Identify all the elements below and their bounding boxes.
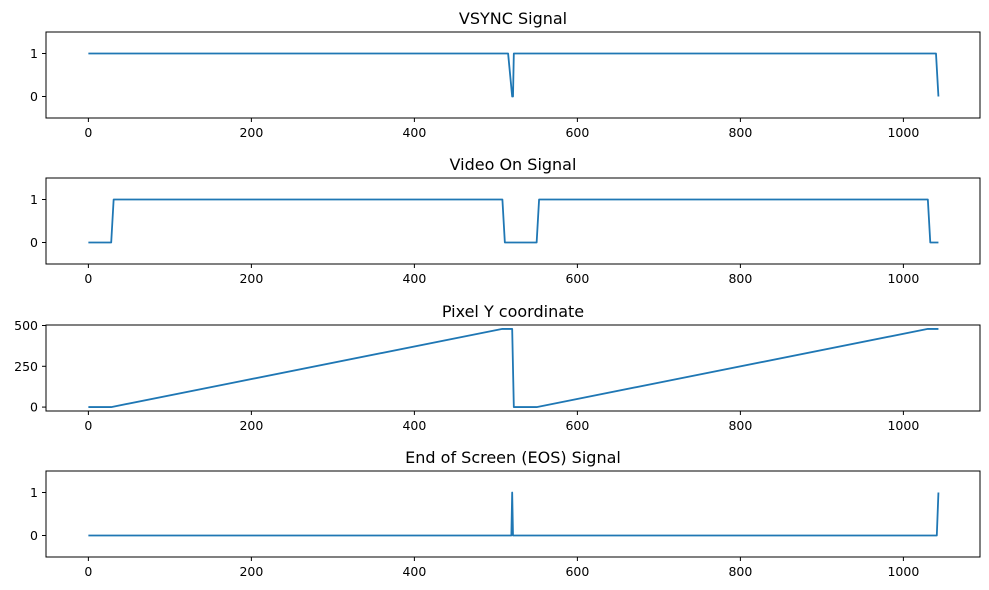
x-tick-label: 200 [239, 271, 263, 286]
x-tick-label: 400 [402, 271, 426, 286]
y-tick-label: 250 [14, 359, 38, 374]
axes-frame [45, 31, 981, 119]
x-tick-label: 200 [239, 564, 263, 579]
axes-frame [45, 324, 981, 412]
x-tick-label: 800 [728, 418, 752, 433]
series-line-3-1 [88, 328, 939, 408]
x-tick-label: 1000 [887, 271, 919, 286]
x-tick-label: 0 [84, 125, 92, 140]
x-tick-label: 600 [565, 125, 589, 140]
y-tick-label: 1 [30, 192, 38, 207]
x-tick-label: 0 [84, 271, 92, 286]
x-tick-label: 600 [565, 271, 589, 286]
subplot-3: 0 200 400 600 800 1000 0 250 500 Pixel Y coordina… [14, 302, 981, 433]
x-tick-label: 600 [565, 564, 589, 579]
axes-frame [45, 470, 981, 558]
x-tick-label: 600 [565, 418, 589, 433]
subplot-title: End of Screen (EOS) Signal [405, 448, 621, 467]
y-tick-label: 1 [30, 46, 38, 61]
x-tick-label: 1000 [887, 418, 919, 433]
series-line-1-1 [88, 52, 940, 98]
y-tick-label: 0 [30, 400, 38, 415]
subplot-title: Video On Signal [450, 155, 577, 174]
x-tick-label: 400 [402, 125, 426, 140]
subplot-title: Pixel Y coordinate [442, 302, 584, 321]
y-tick-label: 0 [30, 235, 38, 250]
x-tick-label: 1000 [887, 125, 919, 140]
x-tick-label: 200 [239, 418, 263, 433]
series-line-2-1 [88, 198, 939, 244]
y-tick-label: 500 [14, 318, 38, 333]
x-tick-label: 400 [402, 418, 426, 433]
y-tick-label: 0 [30, 528, 38, 543]
x-tick-label: 200 [239, 125, 263, 140]
subplot-1: 0 200 400 600 800 1000 0 1 VSYNC Signal [30, 9, 981, 140]
x-tick-label: 800 [728, 271, 752, 286]
x-tick-label: 400 [402, 564, 426, 579]
x-tick-label: 0 [84, 564, 92, 579]
subplot-title: VSYNC Signal [459, 9, 567, 28]
axes-frame [45, 177, 981, 265]
y-tick-label: 0 [30, 89, 38, 104]
subplot-2: 0 200 400 600 800 1000 0 1 Video On Signal [30, 155, 981, 286]
x-tick-label: 0 [84, 418, 92, 433]
y-tick-label: 1 [30, 485, 38, 500]
series-line-4-1 [88, 491, 940, 537]
x-tick-label: 800 [728, 564, 752, 579]
subplot-4: 0 200 400 600 800 1000 0 1 End of Screen (EOS) S… [30, 448, 981, 579]
x-tick-label: 1000 [887, 564, 919, 579]
x-tick-label: 800 [728, 125, 752, 140]
